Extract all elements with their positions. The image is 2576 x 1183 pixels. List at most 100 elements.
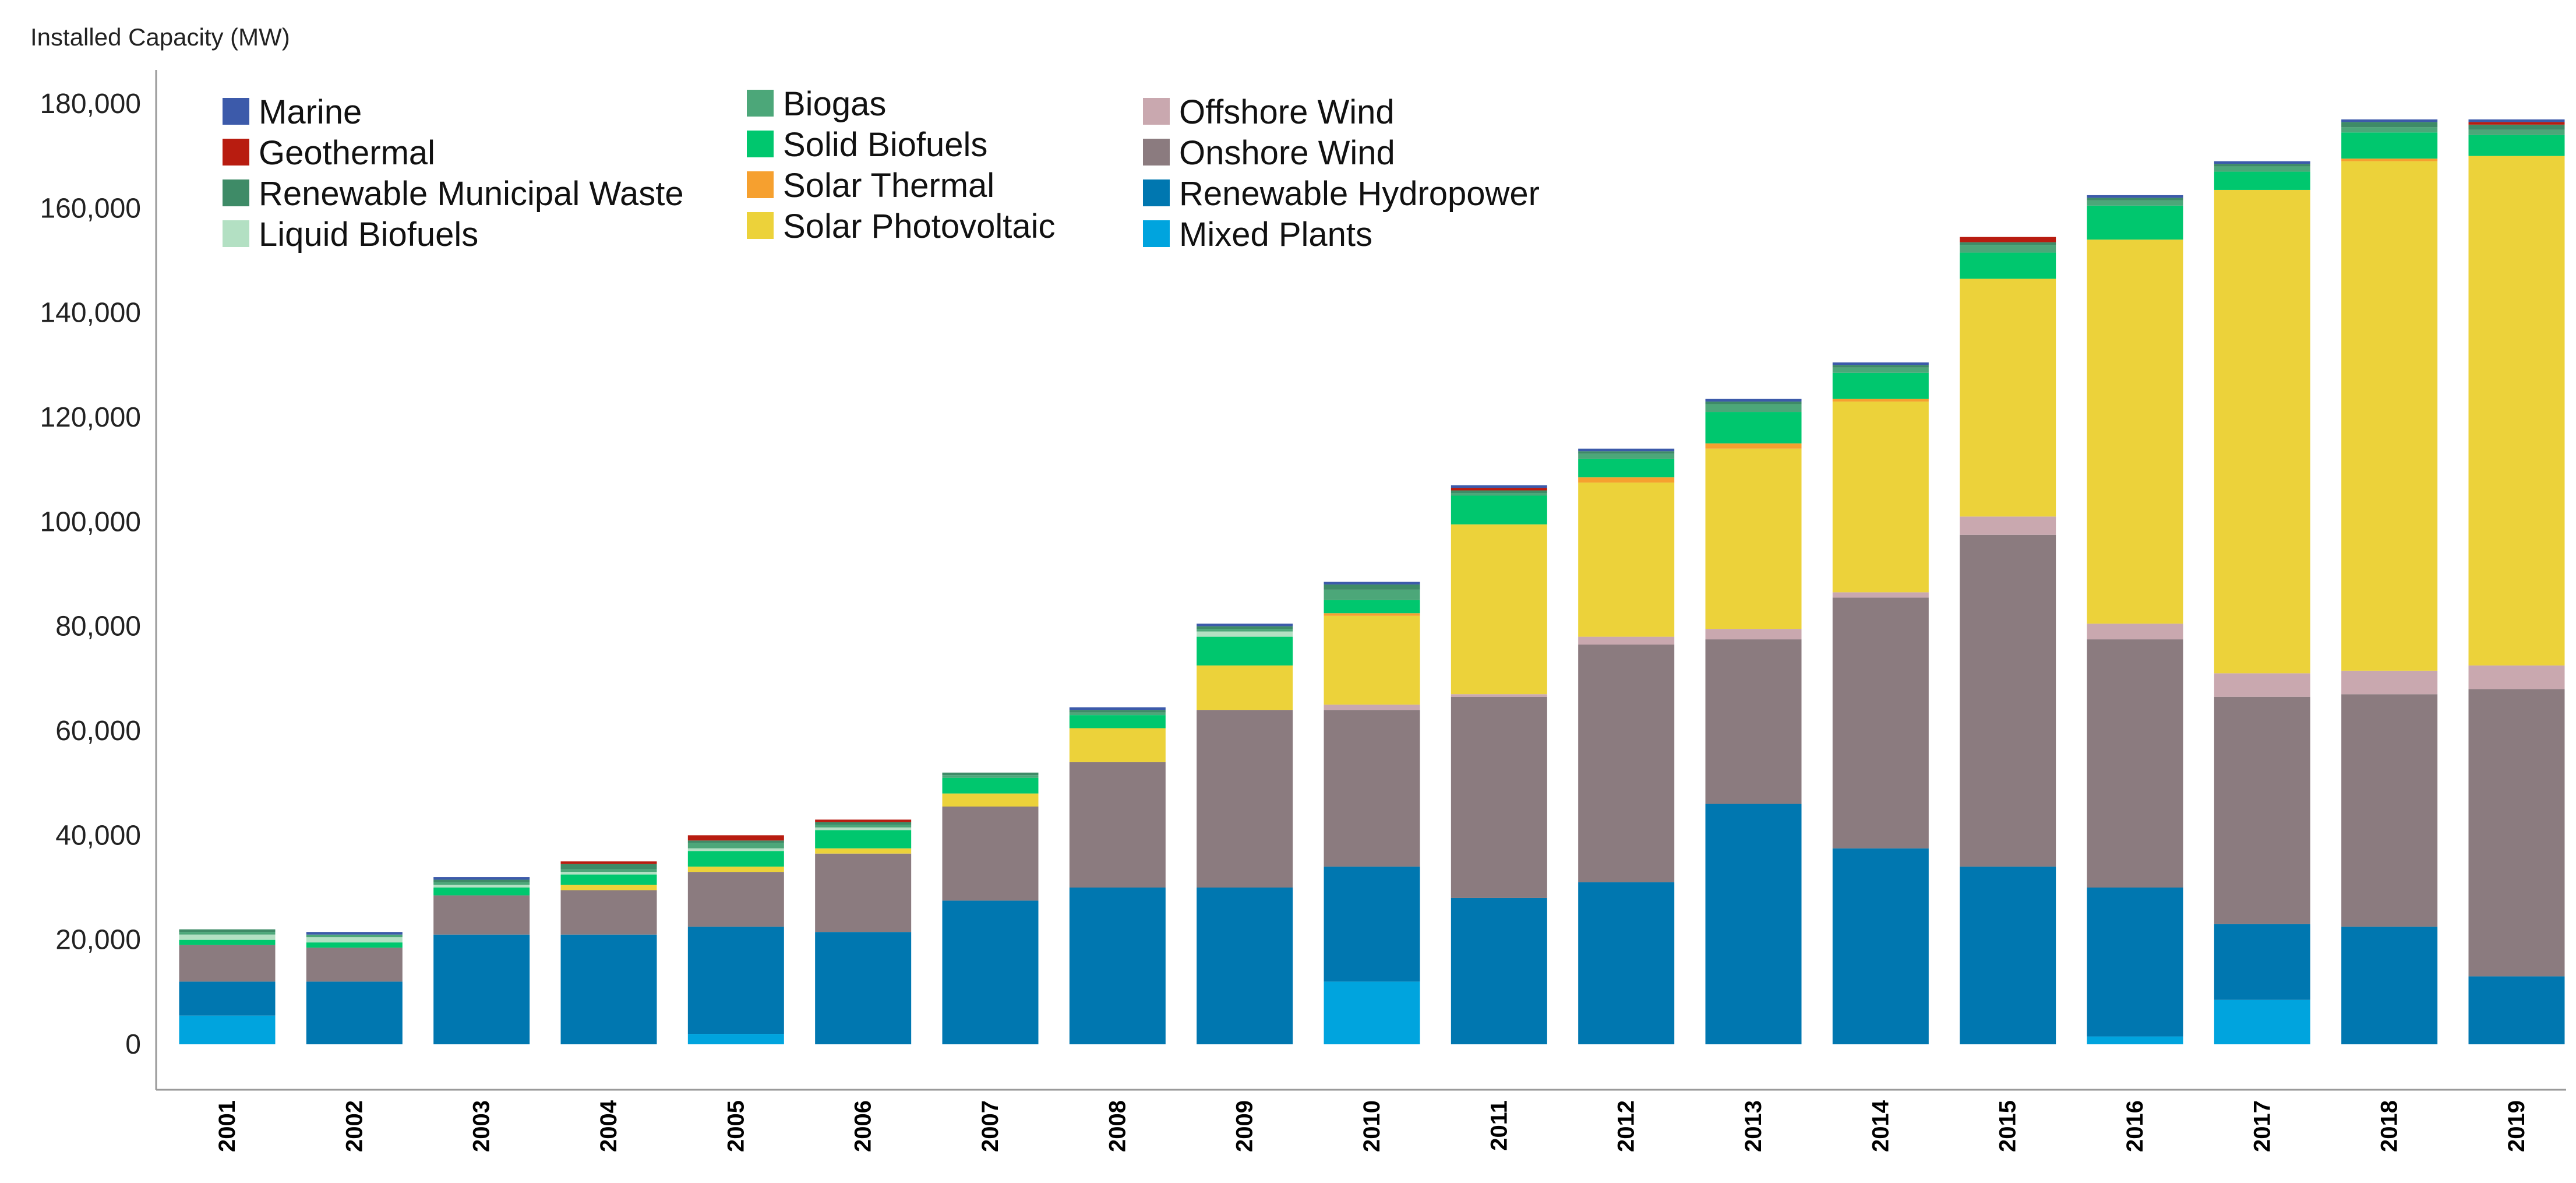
legend-label-solid-biofuels: Solid Biofuels xyxy=(783,126,987,164)
x-tick-label: 2018 xyxy=(2377,1100,2402,1152)
bar-segment-marine-2018 xyxy=(2341,119,2438,122)
bar-segment-solar-photovoltaic-2010 xyxy=(1324,615,1420,705)
bar-segment-solar-photovoltaic-2019 xyxy=(2468,156,2565,666)
bar-segment-renewable-municipal-waste-2017 xyxy=(2214,164,2310,167)
bar-segment-liquid-biofuels-2006 xyxy=(815,827,912,830)
bar-segment-mixed-plants-2016 xyxy=(2087,1036,2183,1044)
bar-segment-renewable-hydropower-2008 xyxy=(1069,888,1166,1044)
legend-label-solar-thermal: Solar Thermal xyxy=(783,167,994,205)
bar-segment-solid-biofuels-2012 xyxy=(1578,459,1675,478)
bar-segment-renewable-municipal-waste-2007 xyxy=(942,772,1039,776)
bar-segment-onshore-wind-2014 xyxy=(1832,597,1929,848)
bar-segment-renewable-municipal-waste-2009 xyxy=(1197,626,1293,629)
y-tick-label: 120,000 xyxy=(40,402,141,433)
legend-swatch-mixed-plants xyxy=(1143,220,1170,247)
bar-segment-onshore-wind-2013 xyxy=(1705,639,1802,804)
bar-segment-geothermal-2004 xyxy=(560,861,657,864)
bar-segment-biogas-2006 xyxy=(815,825,912,828)
bar-segment-renewable-municipal-waste-2003 xyxy=(433,879,530,883)
bar-segment-renewable-hydropower-2019 xyxy=(2468,976,2565,1044)
legend-swatch-renewable-hydropower xyxy=(1143,179,1170,206)
bar-segment-geothermal-2015 xyxy=(1960,237,2056,242)
bar-segment-renewable-hydropower-2006 xyxy=(815,932,912,1044)
bar-segment-biogas-2008 xyxy=(1069,712,1166,716)
y-tick-label: 0 xyxy=(125,1029,141,1060)
bar-segment-liquid-biofuels-2004 xyxy=(560,872,657,875)
bar-segment-solar-photovoltaic-2004 xyxy=(560,885,657,890)
bar-segment-solid-biofuels-2004 xyxy=(560,874,657,885)
bar-segment-solid-biofuels-2010 xyxy=(1324,600,1420,614)
legend-swatch-biogas xyxy=(747,90,774,117)
bar-segment-onshore-wind-2016 xyxy=(2087,639,2183,888)
legend-swatch-solar-photovoltaic xyxy=(747,212,774,239)
bar-segment-solar-photovoltaic-2009 xyxy=(1197,665,1293,710)
bar-segment-onshore-wind-2018 xyxy=(2341,694,2438,927)
bar-segment-renewable-hydropower-2004 xyxy=(560,934,657,1044)
bar-segment-onshore-wind-2006 xyxy=(815,853,912,932)
bar-segment-marine-2002 xyxy=(306,932,403,935)
bar-segment-mixed-plants-2005 xyxy=(687,1034,784,1044)
bar-segment-solar-photovoltaic-2016 xyxy=(2087,240,2183,624)
bar-segment-solid-biofuels-2014 xyxy=(1832,372,1929,399)
bar-segment-biogas-2005 xyxy=(687,843,784,848)
bar-segment-renewable-municipal-waste-2008 xyxy=(1069,710,1166,713)
bar-segment-biogas-2016 xyxy=(2087,200,2183,206)
bar-segment-liquid-biofuels-2009 xyxy=(1197,631,1293,637)
bar-segment-solar-photovoltaic-2008 xyxy=(1069,728,1166,762)
y-tick-label: 180,000 xyxy=(40,89,141,119)
bar-segment-marine-2012 xyxy=(1578,448,1675,452)
bar-segment-marine-2016 xyxy=(2087,195,2183,198)
bar-segment-solid-biofuels-2015 xyxy=(1960,252,2056,279)
bar-segment-renewable-municipal-waste-2016 xyxy=(2087,198,2183,200)
bar-segment-biogas-2013 xyxy=(1705,404,1802,413)
legend-label-mixed-plants: Mixed Plants xyxy=(1179,216,1372,254)
bar-segment-onshore-wind-2010 xyxy=(1324,710,1420,867)
legend-label-onshore-wind: Onshore Wind xyxy=(1179,134,1395,172)
bar-segment-marine-2017 xyxy=(2214,161,2310,164)
x-tick-label: 2001 xyxy=(214,1100,240,1152)
bar-segment-biogas-2007 xyxy=(942,775,1039,778)
bar-segment-solid-biofuels-2003 xyxy=(433,888,530,896)
bar-segment-renewable-municipal-waste-2014 xyxy=(1832,365,1929,368)
legend-swatch-onshore-wind xyxy=(1143,139,1170,166)
bar-segment-biogas-2001 xyxy=(179,932,276,935)
bar-segment-biogas-2014 xyxy=(1832,367,1929,373)
bar-segment-renewable-hydropower-2013 xyxy=(1705,804,1802,1044)
legend-swatch-marine xyxy=(223,98,249,125)
bar-segment-onshore-wind-2007 xyxy=(942,807,1039,901)
bar-segment-solar-thermal-2018 xyxy=(2341,159,2438,161)
bar-segment-biogas-2011 xyxy=(1451,493,1547,496)
bar-segment-solar-photovoltaic-2013 xyxy=(1705,448,1802,629)
bar-segment-renewable-hydropower-2003 xyxy=(433,934,530,1044)
legend-label-renewable-municipal-waste: Renewable Municipal Waste xyxy=(259,175,684,213)
bar-segment-renewable-hydropower-2005 xyxy=(687,927,784,1034)
bar-segment-solid-biofuels-2001 xyxy=(179,939,276,945)
bar-segment-liquid-biofuels-2001 xyxy=(179,934,276,940)
y-tick-label: 160,000 xyxy=(40,193,141,224)
x-tick-label: 2017 xyxy=(2249,1100,2275,1152)
bar-segment-onshore-wind-2001 xyxy=(179,945,276,982)
x-tick-label: 2008 xyxy=(1104,1100,1130,1152)
bar-segment-solid-biofuels-2019 xyxy=(2468,135,2565,156)
bar-segment-solar-photovoltaic-2017 xyxy=(2214,189,2310,674)
x-tick-label: 2013 xyxy=(1741,1100,1766,1152)
bar-segment-solar-thermal-2010 xyxy=(1324,613,1420,616)
bar-segment-marine-2009 xyxy=(1197,624,1293,626)
x-tick-label: 2012 xyxy=(1614,1100,1639,1152)
x-tick-label: 2011 xyxy=(1486,1100,1512,1151)
legend-swatch-offshore-wind xyxy=(1143,98,1170,125)
bar-segment-marine-2003 xyxy=(433,877,530,880)
bar-segment-biogas-2012 xyxy=(1578,453,1675,459)
axes xyxy=(155,70,2566,1091)
bar-segment-biogas-2004 xyxy=(560,869,657,872)
bar-segment-renewable-municipal-waste-2001 xyxy=(179,929,276,932)
bar-segment-solid-biofuels-2011 xyxy=(1451,495,1547,524)
x-tick-label: 2016 xyxy=(2122,1100,2148,1152)
bar-segment-biogas-2017 xyxy=(2214,166,2310,172)
bar-segment-solid-biofuels-2002 xyxy=(306,942,403,948)
x-tick-label: 2005 xyxy=(723,1100,749,1152)
bar-segment-marine-2010 xyxy=(1324,582,1420,585)
bar-segment-liquid-biofuels-2002 xyxy=(306,937,403,943)
bar-segment-solid-biofuels-2008 xyxy=(1069,715,1166,728)
